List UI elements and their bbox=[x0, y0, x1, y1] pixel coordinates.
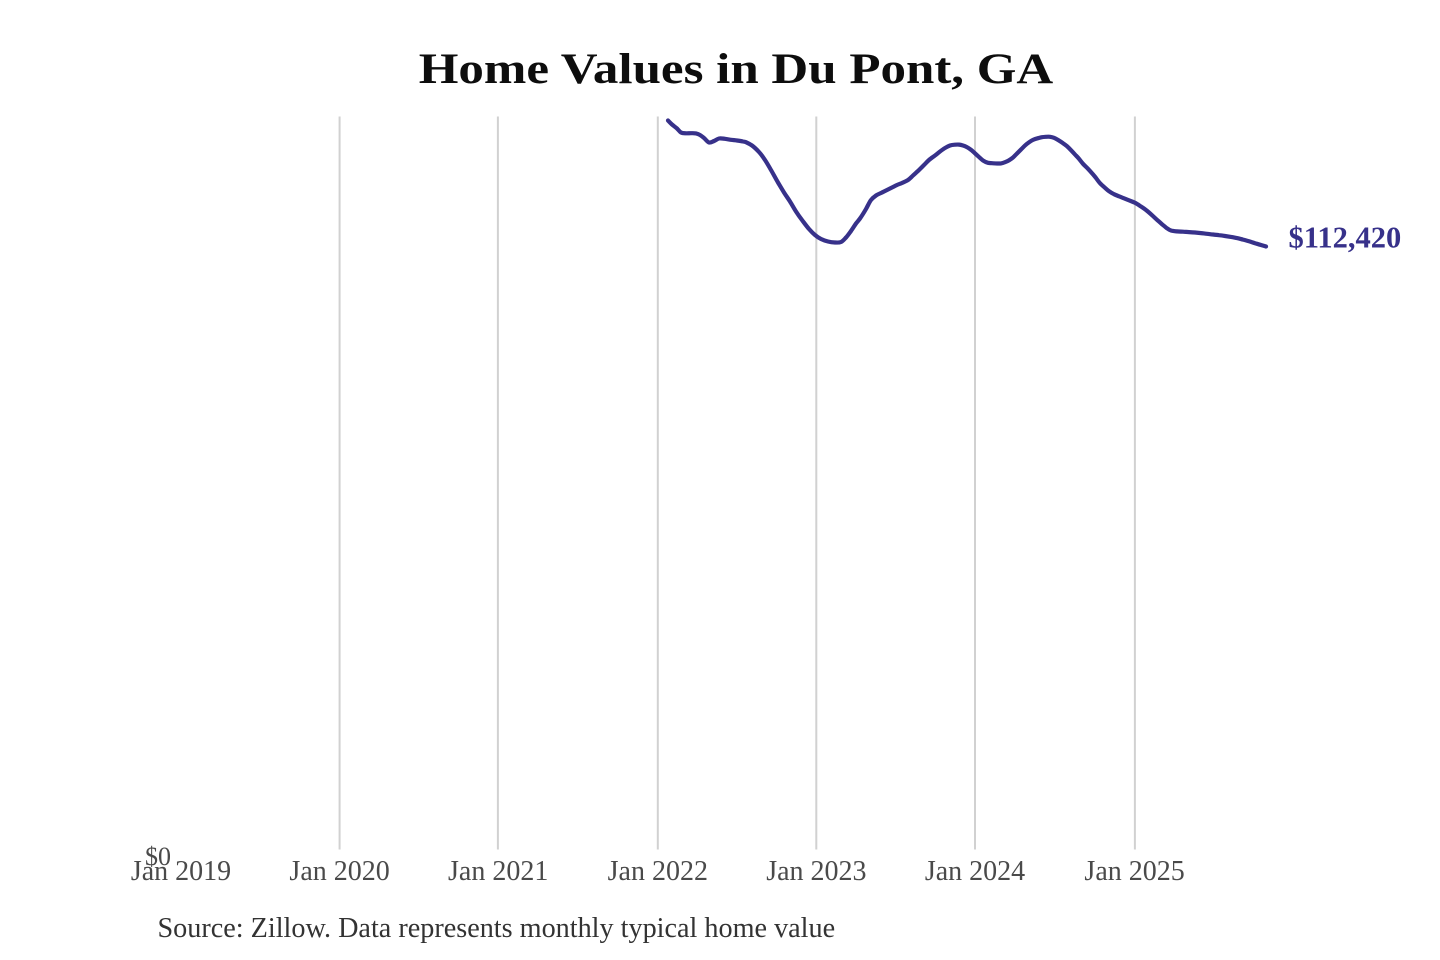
svg-text:Jan 2021: Jan 2021 bbox=[448, 856, 548, 887]
svg-text:$0: $0 bbox=[145, 842, 171, 871]
svg-text:Source: Zillow. Data represent: Source: Zillow. Data represents monthly … bbox=[158, 913, 836, 944]
svg-text:$112,420: $112,420 bbox=[1289, 221, 1402, 255]
svg-text:Jan 2019: Jan 2019 bbox=[131, 856, 231, 887]
svg-text:Jan 2025: Jan 2025 bbox=[1084, 856, 1184, 887]
svg-text:Jan 2023: Jan 2023 bbox=[766, 856, 866, 887]
svg-text:Jan 2022: Jan 2022 bbox=[608, 856, 708, 887]
svg-text:Home Values in Du Pont, GA: Home Values in Du Pont, GA bbox=[419, 45, 1054, 93]
svg-text:Jan 2020: Jan 2020 bbox=[289, 856, 389, 887]
svg-text:Jan 2024: Jan 2024 bbox=[925, 856, 1025, 887]
